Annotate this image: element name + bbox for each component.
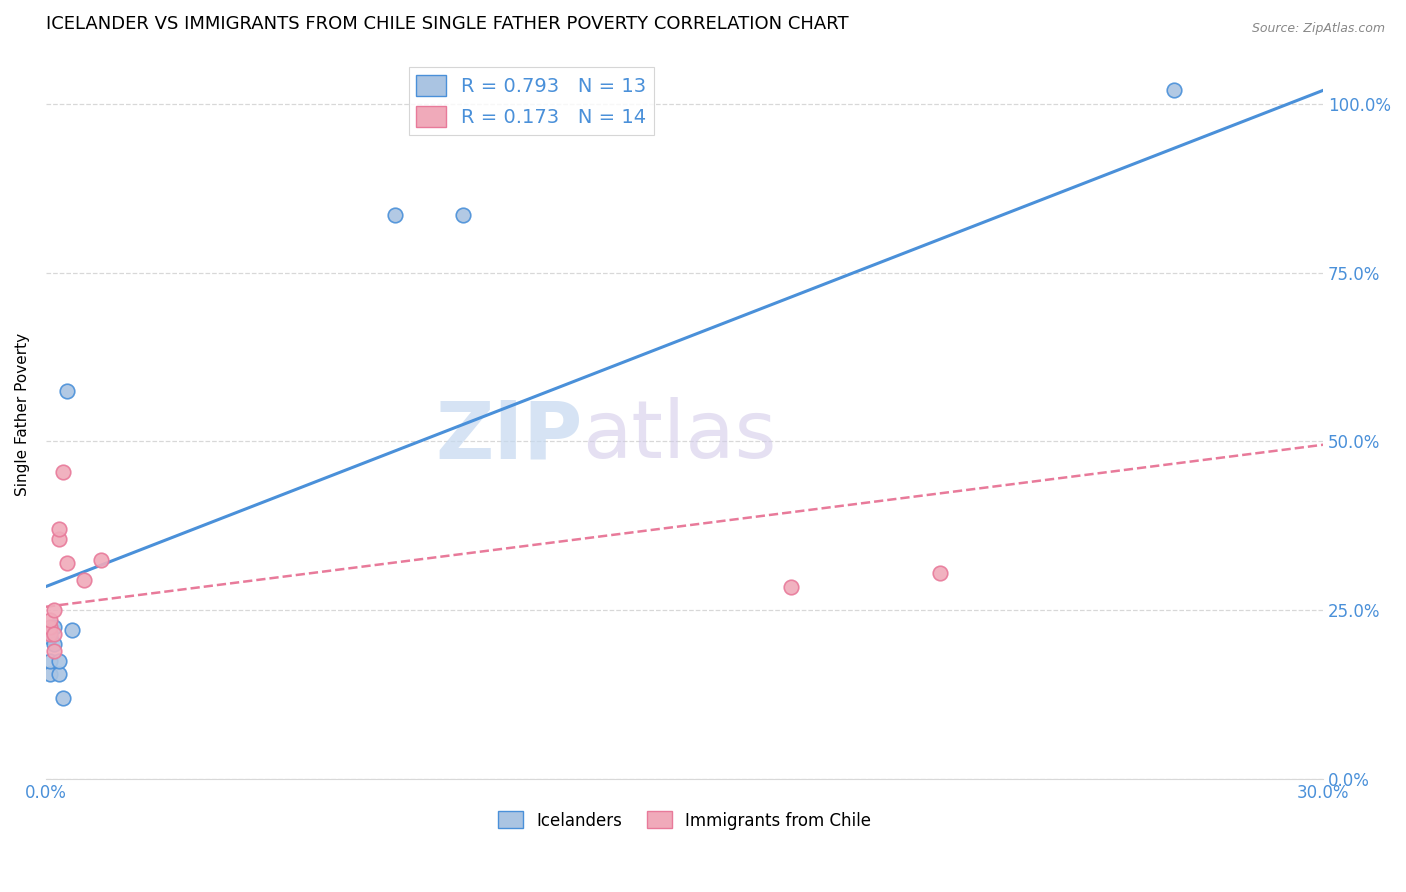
Point xyxy=(48,533,70,547)
Point xyxy=(39,620,62,634)
Point xyxy=(39,627,62,641)
Y-axis label: Single Father Poverty: Single Father Poverty xyxy=(15,333,30,496)
Point xyxy=(48,667,70,681)
Point xyxy=(56,384,79,398)
Point xyxy=(44,627,66,641)
Point xyxy=(44,643,66,657)
Point xyxy=(1163,83,1185,97)
Point xyxy=(73,573,96,587)
Text: atlas: atlas xyxy=(582,397,776,475)
Point xyxy=(52,690,75,705)
Text: ZIP: ZIP xyxy=(434,397,582,475)
Point xyxy=(39,667,62,681)
Point xyxy=(39,630,62,644)
Point xyxy=(48,654,70,668)
Point xyxy=(60,624,83,638)
Point xyxy=(929,566,952,580)
Point xyxy=(90,552,112,566)
Text: Source: ZipAtlas.com: Source: ZipAtlas.com xyxy=(1251,22,1385,36)
Point xyxy=(39,654,62,668)
Point xyxy=(44,620,66,634)
Legend: Icelanders, Immigrants from Chile: Icelanders, Immigrants from Chile xyxy=(491,805,877,836)
Point xyxy=(56,556,79,570)
Point xyxy=(780,580,803,594)
Point xyxy=(451,208,474,222)
Point xyxy=(52,465,75,479)
Point xyxy=(39,613,62,627)
Point xyxy=(44,637,66,651)
Point xyxy=(48,522,70,536)
Point xyxy=(44,603,66,617)
Text: ICELANDER VS IMMIGRANTS FROM CHILE SINGLE FATHER POVERTY CORRELATION CHART: ICELANDER VS IMMIGRANTS FROM CHILE SINGL… xyxy=(46,15,849,33)
Point xyxy=(384,208,406,222)
